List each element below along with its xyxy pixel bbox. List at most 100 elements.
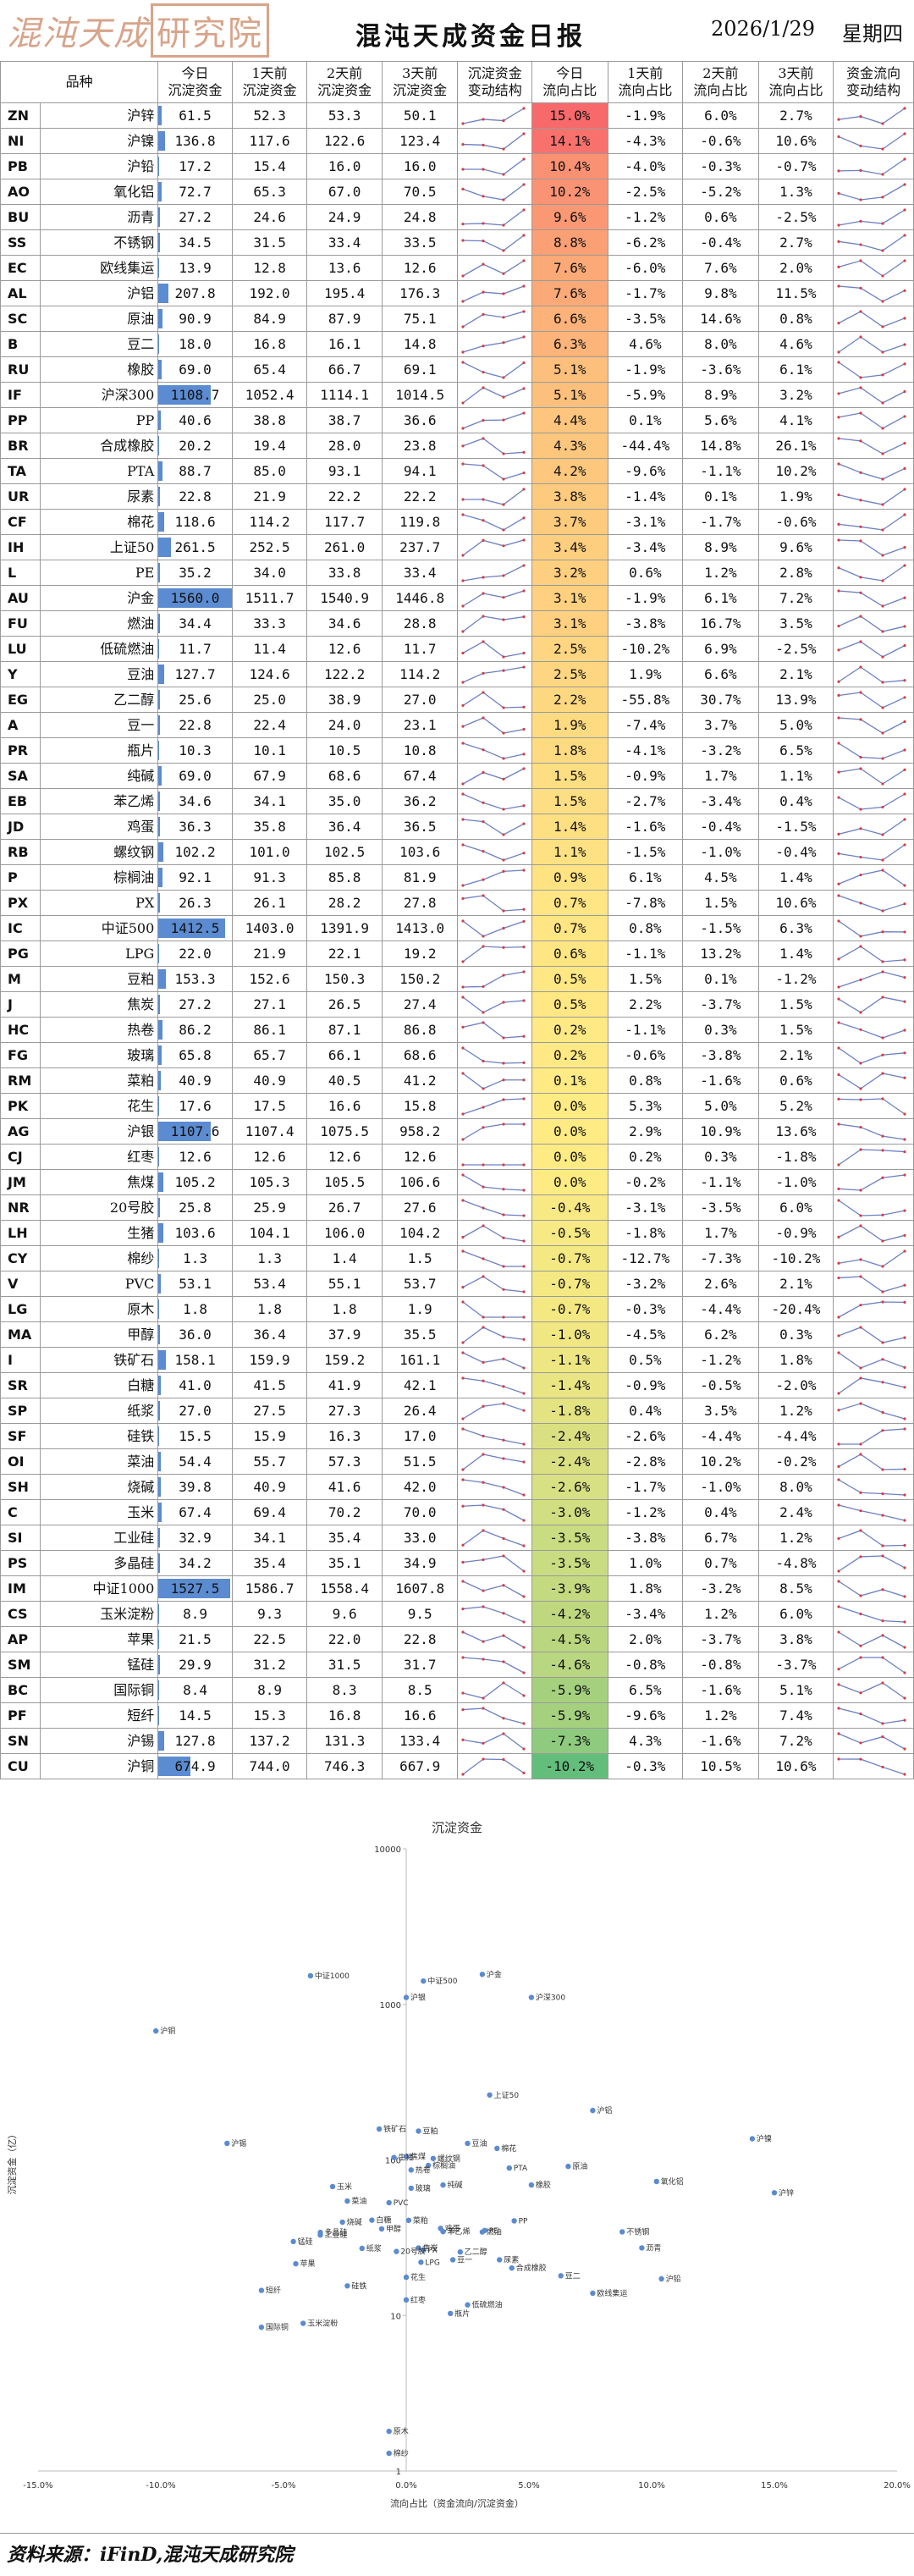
capital-trend-sparkline [457, 1321, 532, 1348]
variety-name: 合成橡胶 [39, 433, 159, 459]
scatter-point [408, 2167, 414, 2173]
flow-today: 0.2% [531, 1042, 608, 1068]
flow-today: -1.4% [531, 1372, 608, 1398]
capital-bar [158, 893, 160, 913]
capital-today-value: 21.5 [179, 1630, 212, 1647]
capital-bar [158, 538, 171, 557]
capital-3d-ago: 31.7 [381, 1652, 459, 1678]
flow-1d-ago: 0.6% [607, 560, 684, 586]
flow-2d-ago: 4.5% [682, 864, 759, 891]
point-label: 棕榈油 [432, 2160, 455, 2171]
table-row: BR 合成橡胶 20.2 19.4 28.0 23.8 4.3% -44.4% 14.8% 26.… [0, 433, 914, 459]
flow-today: 6.6% [531, 306, 608, 332]
flow-trend-sparkline [833, 890, 914, 916]
flow-today: -10.2% [531, 1753, 608, 1779]
capital-today-value: 34.5 [179, 234, 212, 251]
flow-trend-sparkline [833, 255, 914, 281]
flow-trend-sparkline [833, 1448, 914, 1475]
capital-2d-ago: 102.5 [306, 839, 383, 865]
scatter-point [465, 2302, 471, 2308]
variety-code: PS [0, 1550, 41, 1576]
capital-3d-ago: 35.5 [381, 1321, 459, 1348]
capital-today-value: 261.5 [174, 538, 216, 555]
flow-3d-ago: 11.5% [757, 280, 834, 306]
flow-1d-ago: -4.5% [607, 1321, 684, 1348]
capital-3d-ago: 1607.8 [381, 1575, 459, 1602]
variety-code: TA [0, 458, 41, 484]
capital-1d-ago: 27.1 [231, 991, 308, 1018]
table-row: IC 中证500 1412.5 1403.0 1391.9 1413.0 0.7% 0.8% -… [0, 915, 914, 941]
flow-2d-ago: -0.4% [682, 814, 759, 840]
variety-code: OI [0, 1448, 41, 1475]
capital-1d-ago: 53.4 [231, 1271, 308, 1297]
table-row: AO 氧化铝 72.7 65.3 67.0 70.5 10.2% -2.5% -5.2% 1.3% [0, 179, 914, 205]
point-label: 热卷 [416, 2165, 431, 2175]
capital-bar [158, 1020, 163, 1040]
flow-3d-ago: -10.2% [757, 1245, 834, 1271]
point-label: 原木 [394, 2426, 409, 2436]
capital-2d-ago: 33.8 [306, 560, 383, 586]
scatter-point [494, 2145, 500, 2152]
point-label: 沪金 [487, 1969, 502, 1979]
capital-3d-ago: 23.1 [381, 712, 459, 738]
capital-today-value: 41.0 [179, 1376, 212, 1393]
capital-trend-sparkline [457, 356, 532, 383]
flow-trend-sparkline [833, 839, 914, 865]
flow-trend-sparkline [833, 1550, 914, 1576]
variety-name: 不锈钢 [39, 229, 159, 256]
capital-2d-ago: 131.3 [306, 1728, 383, 1754]
scatter-point [487, 2092, 493, 2098]
flow-1d-ago: -0.3% [607, 1753, 684, 1779]
capital-today: 54.4 [157, 1448, 233, 1475]
capital-today-value: 36.3 [179, 818, 212, 835]
flow-3d-ago: 6.0% [757, 1601, 834, 1627]
capital-3d-ago: 69.1 [381, 356, 459, 383]
flow-trend-sparkline [833, 1474, 914, 1500]
capital-today: 11.7 [157, 636, 233, 662]
capital-3d-ago: 8.5 [381, 1677, 459, 1703]
scatter-point [403, 2154, 410, 2160]
flow-3d-ago: 6.3% [757, 915, 834, 941]
capital-1d-ago: 84.9 [231, 306, 308, 332]
capital-1d-ago: 12.8 [231, 255, 308, 281]
point-label: 豆二 [565, 2271, 581, 2281]
capital-2d-ago: 28.2 [306, 890, 383, 916]
capital-trend-sparkline [457, 1652, 532, 1678]
capital-3d-ago: 176.3 [381, 280, 459, 306]
table-row: LU 低硫燃油 11.7 11.4 12.6 11.7 2.5% -10.2% 6.9% -2.5… [0, 636, 914, 662]
capital-trend-sparkline [457, 1601, 532, 1627]
table-row: PB 沪铅 17.2 15.4 16.0 16.0 10.4% -4.0% -0.3% -0.7% [0, 153, 914, 179]
variety-name: 螺纹钢 [39, 839, 159, 865]
capital-2d-ago: 106.0 [306, 1220, 383, 1246]
capital-3d-ago: 1.5 [381, 1245, 459, 1271]
scatter-point [293, 2260, 299, 2267]
capital-today-value: 36.0 [179, 1326, 212, 1343]
col-header-2: 今日 沉淀资金 [157, 61, 233, 103]
point-label: 不锈钢 [626, 2226, 649, 2237]
flow-1d-ago: 6.5% [607, 1677, 684, 1703]
capital-3d-ago: 106.6 [381, 1169, 459, 1195]
capital-today-value: 103.6 [174, 1224, 216, 1241]
flow-1d-ago: -1.8% [607, 1220, 684, 1246]
flow-trend-sparkline [833, 102, 914, 129]
variety-name: 生猪 [39, 1220, 159, 1246]
capital-1d-ago: 31.2 [231, 1652, 308, 1678]
point-label: 国际铜 [266, 2322, 289, 2332]
flow-trend-sparkline [833, 534, 914, 560]
col-header-4: 2天前 沉淀资金 [306, 61, 383, 103]
variety-name: 瓶片 [39, 737, 159, 764]
flow-3d-ago: 1.3% [757, 179, 834, 205]
flow-trend-sparkline [833, 1118, 914, 1145]
capital-1d-ago: 152.6 [231, 966, 308, 992]
capital-today-value: 127.8 [174, 1732, 216, 1749]
flow-2d-ago: 8.9% [682, 382, 759, 408]
capital-today: 35.2 [157, 560, 233, 586]
flow-today: 0.5% [531, 991, 608, 1018]
capital-today-value: 1.8 [183, 1300, 207, 1317]
flow-3d-ago: 1.4% [757, 864, 834, 891]
flow-1d-ago: 4.3% [607, 1728, 684, 1754]
flow-3d-ago: 2.0% [757, 255, 834, 281]
variety-name: 欧线集运 [39, 255, 159, 281]
capital-trend-sparkline [457, 1245, 532, 1271]
capital-2d-ago: 26.7 [306, 1194, 383, 1221]
